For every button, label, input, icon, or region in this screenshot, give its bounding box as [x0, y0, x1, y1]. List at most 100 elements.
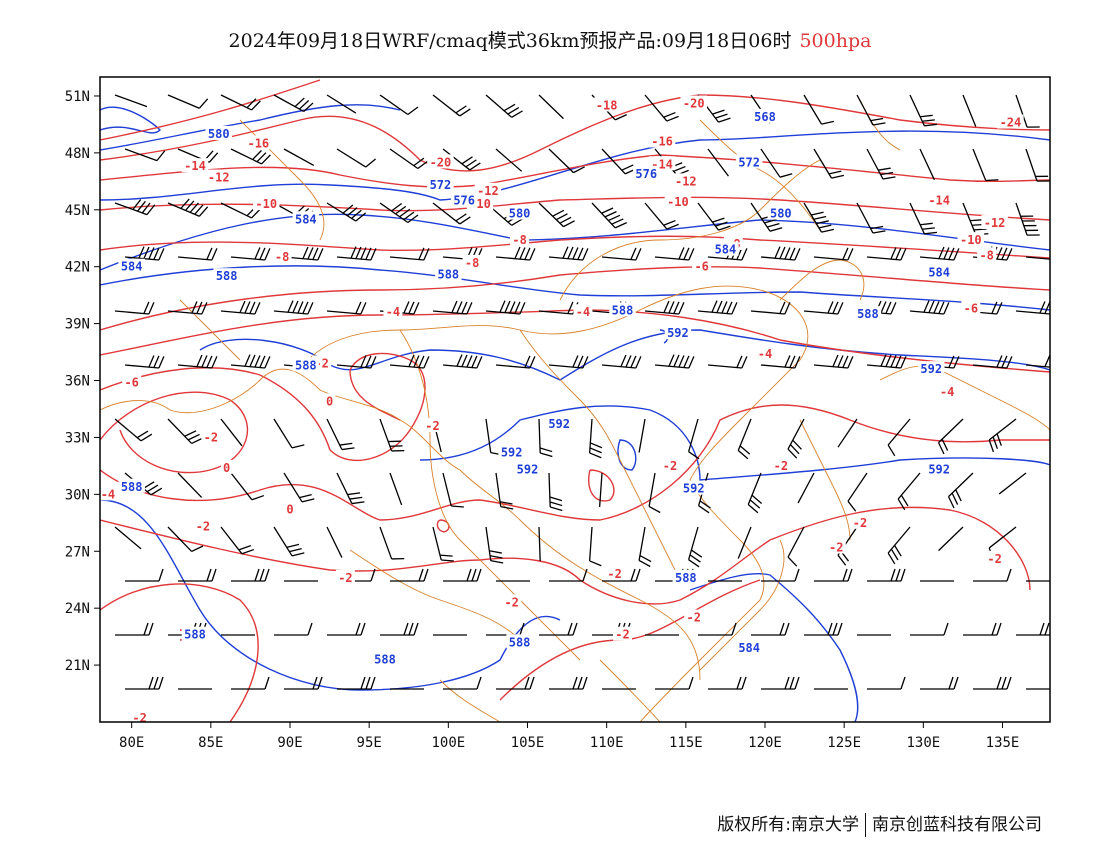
height-label: 592	[928, 463, 950, 477]
temperature-label-bg	[193, 518, 213, 533]
temperature-label: -2	[204, 430, 218, 444]
axis-ticks	[94, 95, 1003, 728]
wind-barb	[688, 526, 703, 568]
height-label: 592	[548, 417, 570, 431]
wind-barb	[114, 526, 142, 550]
wind-barb	[887, 526, 911, 565]
wind-barb	[804, 622, 843, 636]
footer-separator	[865, 813, 866, 837]
height-label-bg	[292, 357, 320, 372]
wind-barb	[787, 418, 805, 459]
wind-barb	[1015, 94, 1040, 128]
temperature-label-bg	[977, 247, 997, 262]
height-label: 592	[517, 463, 539, 477]
height-label-bg	[767, 205, 795, 220]
temperature-label-bg	[220, 459, 233, 474]
temperature-label-bg	[205, 169, 232, 184]
copyright-right: 南京创蓝科技有限公司	[872, 815, 1042, 835]
lon-label: 120E	[748, 735, 782, 751]
wind-barb	[167, 418, 204, 445]
wind-barb	[787, 526, 805, 567]
wind-barb	[963, 622, 1002, 636]
height-label: 588	[857, 307, 879, 321]
temperature-label: -2	[607, 567, 621, 581]
temperature-label: -2	[504, 595, 518, 609]
wind-barb	[602, 568, 641, 582]
height-label-bg	[181, 626, 209, 641]
height-label-bg	[918, 361, 945, 376]
wind-barb	[803, 301, 844, 315]
wind-barb	[495, 472, 514, 510]
wind-barb	[1025, 354, 1050, 369]
temperature-label: -2	[853, 516, 867, 530]
map-frame	[99, 76, 1051, 723]
temperature-label: -20	[430, 155, 452, 169]
height-label-bg	[925, 461, 953, 476]
lat-label: 27N	[65, 544, 90, 560]
temperature-label: -12	[675, 174, 697, 188]
lat-label: 39N	[65, 317, 90, 333]
wind-barb	[598, 472, 603, 507]
wind-barb	[644, 300, 685, 315]
height-label-bg	[735, 154, 763, 169]
wind-barb	[220, 418, 243, 447]
wind-barb	[539, 622, 578, 636]
temperature-label-bg	[613, 626, 632, 641]
height-label: 588	[216, 269, 238, 283]
wind-barb	[548, 472, 563, 512]
lat-label: 24N	[65, 601, 90, 617]
wind-barb	[177, 247, 218, 261]
wind-barb	[273, 526, 305, 557]
title-main: 2024年09月18日WRF/cmaq模式36km预报产品:09月18日06时	[228, 30, 792, 52]
height-label-bg	[672, 569, 700, 584]
wind-barb	[601, 354, 642, 369]
wind-barb	[326, 301, 367, 315]
temperature-label: -2	[663, 459, 677, 473]
wind-barb	[124, 148, 166, 162]
temperature-label-bg	[961, 300, 981, 315]
wind-barb	[336, 355, 377, 369]
wind-barb	[496, 676, 535, 690]
wind-barb	[697, 202, 731, 231]
wind-barb	[230, 247, 271, 261]
wind-barb	[813, 148, 844, 179]
wind-barb	[866, 247, 907, 261]
height-label-bg	[371, 651, 399, 666]
wind-barb	[1016, 622, 1050, 636]
wind-barb	[910, 622, 949, 636]
wind-barb	[485, 300, 526, 315]
height-label-bg	[205, 125, 232, 140]
temperature-label: -12	[208, 171, 230, 185]
temperature-label-bg	[181, 158, 209, 173]
height-label-bg	[450, 192, 478, 207]
longitude-labels: 80E 85E 90E 95E 100E 105E 110E 115E 120E 125E 130E…	[119, 735, 1019, 751]
wind-barb	[962, 94, 977, 127]
temperature-label-bg	[850, 514, 870, 529]
temperature-label: -20	[683, 97, 705, 111]
temperature-label: 0	[223, 461, 230, 475]
height-label-bg	[118, 258, 145, 273]
wind-barb	[588, 526, 602, 567]
lon-label: 130E	[906, 735, 940, 751]
wind-barb	[760, 246, 801, 261]
wind-barb	[230, 148, 271, 165]
wind-barb	[327, 622, 366, 636]
lon-label: 125E	[827, 735, 861, 751]
height-label: 568	[754, 110, 776, 124]
wind-barb	[1015, 301, 1050, 315]
wind-barb	[813, 354, 854, 369]
temperature-label: -2	[687, 611, 701, 625]
height-label-bg	[854, 306, 882, 321]
wind-barb	[588, 418, 603, 459]
height-label: 592	[683, 482, 705, 496]
wind-barb	[326, 418, 355, 451]
height-label-bg	[633, 165, 660, 180]
wind-barb	[655, 676, 694, 690]
wind-barb	[1026, 580, 1050, 582]
temperature-label: -8	[465, 256, 479, 270]
lat-label: 30N	[65, 487, 90, 503]
wind-barb	[177, 354, 218, 369]
wind-barb	[750, 301, 791, 315]
temperature-label: -2	[338, 571, 352, 585]
temperature-label-bg	[423, 418, 442, 433]
